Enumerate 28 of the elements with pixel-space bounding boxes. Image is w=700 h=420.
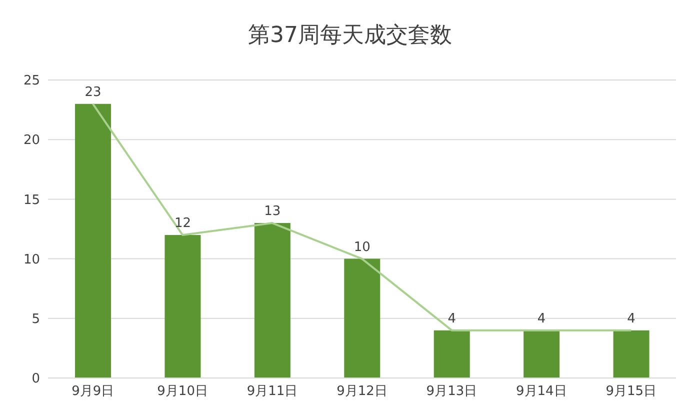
- x-tick-label: 9月15日: [606, 384, 657, 400]
- bar: [434, 330, 470, 378]
- y-tick-label: 10: [23, 252, 40, 268]
- x-tick-label: 9月12日: [336, 384, 388, 400]
- data-label: 23: [84, 84, 102, 100]
- bar: [164, 234, 201, 378]
- x-tick-label: 9月10日: [157, 384, 208, 400]
- data-label: 4: [448, 311, 456, 326]
- y-tick-label: 0: [32, 372, 40, 387]
- data-label: 10: [354, 240, 370, 255]
- bar: [344, 258, 380, 378]
- y-tick-label: 5: [32, 312, 40, 328]
- data-label: 12: [174, 216, 191, 231]
- x-tick-label: 9月11日: [246, 384, 298, 400]
- x-tick-label: 9月14日: [516, 384, 567, 400]
- bar: [75, 104, 111, 378]
- y-tick-label: 15: [23, 192, 40, 208]
- data-label: 13: [264, 204, 281, 220]
- bar: [524, 330, 560, 378]
- y-tick-label: 20: [23, 133, 40, 148]
- x-tick-label: 9月9日: [72, 384, 114, 400]
- chart-title: 第37周每天成交套数: [247, 22, 453, 50]
- x-tick-label: 9月13日: [426, 384, 478, 400]
- y-tick-label: 25: [23, 74, 40, 89]
- bar: [613, 330, 650, 378]
- bar: [254, 223, 290, 378]
- data-label: 4: [537, 311, 546, 326]
- data-label: 4: [627, 311, 636, 326]
